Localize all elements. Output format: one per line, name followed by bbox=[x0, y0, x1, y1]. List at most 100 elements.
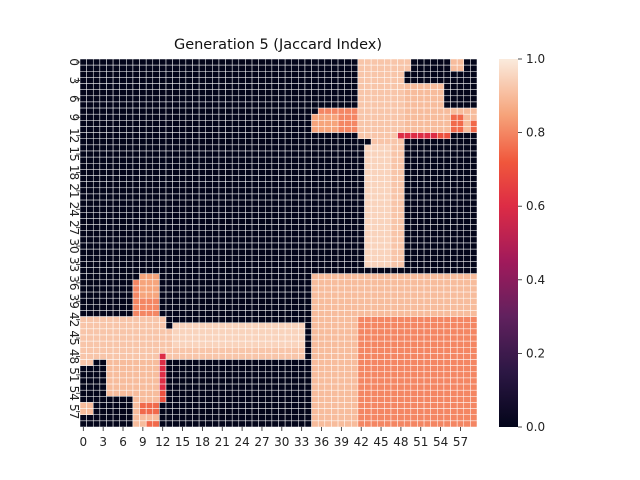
heatmap-cell bbox=[185, 224, 193, 231]
heatmap-cell bbox=[92, 156, 101, 164]
heatmap-cell bbox=[258, 359, 266, 366]
heatmap-cell bbox=[344, 261, 352, 268]
heatmap-cell bbox=[324, 408, 332, 415]
heatmap-cell bbox=[165, 353, 173, 360]
heatmap-cell bbox=[417, 389, 425, 397]
heatmap-cell bbox=[251, 193, 259, 201]
heatmap-cell bbox=[317, 414, 326, 422]
heatmap-cell bbox=[364, 77, 372, 84]
heatmap-cell bbox=[364, 297, 372, 305]
heatmap-cell bbox=[377, 218, 385, 225]
heatmap-cell bbox=[119, 377, 127, 385]
heatmap-cell bbox=[364, 236, 372, 244]
heatmap-cell bbox=[106, 383, 114, 391]
heatmap-cell bbox=[159, 236, 167, 244]
heatmap-cell bbox=[377, 205, 385, 213]
heatmap-cell bbox=[258, 95, 266, 103]
heatmap-cell bbox=[384, 156, 392, 164]
heatmap-cell bbox=[192, 255, 200, 262]
heatmap-cell bbox=[86, 371, 94, 379]
heatmap-cell bbox=[390, 322, 398, 330]
heatmap-cell bbox=[185, 328, 193, 336]
heatmap-cell bbox=[145, 126, 154, 133]
heatmap-cell bbox=[126, 242, 134, 250]
heatmap-cell bbox=[106, 408, 114, 415]
heatmap-cell bbox=[357, 359, 365, 366]
heatmap-cell bbox=[112, 230, 120, 238]
heatmap-cell bbox=[198, 150, 206, 158]
heatmap-cell bbox=[225, 267, 233, 274]
heatmap-cell bbox=[179, 64, 187, 72]
heatmap-cell bbox=[317, 291, 326, 299]
heatmap-cell bbox=[331, 297, 339, 305]
heatmap-cell bbox=[152, 126, 160, 133]
heatmap-cell bbox=[430, 64, 438, 72]
heatmap-cell bbox=[139, 144, 147, 152]
heatmap-cell bbox=[165, 132, 173, 139]
heatmap-cell bbox=[139, 193, 147, 201]
heatmap-cell bbox=[311, 107, 319, 115]
heatmap-cell bbox=[231, 261, 240, 268]
heatmap-cell bbox=[423, 328, 431, 336]
heatmap-cell bbox=[284, 120, 292, 127]
heatmap-cell bbox=[185, 389, 193, 397]
heatmap-cell bbox=[357, 150, 365, 158]
heatmap-cell bbox=[192, 273, 200, 281]
heatmap-cell bbox=[179, 347, 187, 354]
heatmap-cell bbox=[126, 120, 134, 127]
heatmap-cell bbox=[271, 95, 279, 103]
heatmap-cell bbox=[139, 218, 147, 225]
heatmap-cell bbox=[152, 279, 160, 287]
heatmap-cell bbox=[344, 273, 352, 281]
heatmap-cell bbox=[351, 132, 359, 139]
heatmap-cell bbox=[258, 163, 266, 170]
heatmap-cell bbox=[284, 389, 292, 397]
heatmap-cell bbox=[139, 77, 147, 84]
heatmap-cell bbox=[364, 279, 372, 287]
heatmap-cell bbox=[271, 396, 279, 403]
heatmap-cell bbox=[218, 169, 226, 176]
heatmap-cell bbox=[443, 389, 451, 397]
heatmap-cell bbox=[258, 89, 266, 97]
heatmap-cell bbox=[165, 212, 173, 219]
heatmap-cell bbox=[218, 230, 226, 238]
heatmap-cell bbox=[384, 359, 392, 366]
heatmap-cell bbox=[258, 193, 266, 201]
heatmap-cell bbox=[331, 120, 339, 127]
heatmap-cell bbox=[351, 77, 359, 84]
heatmap-cell bbox=[443, 83, 451, 90]
heatmap-cell bbox=[238, 242, 246, 250]
heatmap-cell bbox=[152, 297, 160, 305]
heatmap-cell bbox=[403, 224, 412, 231]
heatmap-cell bbox=[443, 347, 451, 354]
heatmap-cell bbox=[317, 261, 326, 268]
heatmap-cell bbox=[470, 414, 478, 422]
x-tick-label: 24 bbox=[234, 435, 249, 449]
heatmap-cell bbox=[265, 279, 273, 287]
heatmap-cell bbox=[284, 408, 292, 415]
heatmap-cell bbox=[284, 316, 292, 323]
heatmap-cell bbox=[390, 389, 398, 397]
heatmap-cell bbox=[291, 126, 299, 133]
heatmap-cell bbox=[370, 58, 378, 66]
heatmap-cell bbox=[79, 83, 87, 90]
heatmap-cell bbox=[245, 396, 253, 403]
heatmap-cell bbox=[470, 396, 478, 403]
heatmap-cell bbox=[304, 150, 312, 158]
heatmap-cell bbox=[119, 77, 127, 84]
heatmap-cell bbox=[437, 273, 445, 281]
heatmap-cell bbox=[304, 291, 312, 299]
heatmap-cell bbox=[179, 285, 187, 293]
heatmap-cell bbox=[456, 212, 465, 219]
heatmap-cell bbox=[331, 199, 339, 207]
heatmap-cell bbox=[284, 322, 292, 330]
heatmap-cell bbox=[284, 377, 292, 385]
heatmap-cell bbox=[119, 163, 127, 170]
heatmap-cell bbox=[397, 126, 405, 133]
heatmap-cell bbox=[304, 218, 312, 225]
heatmap-cell bbox=[291, 58, 299, 66]
heatmap-cell bbox=[370, 267, 378, 274]
heatmap-cell bbox=[450, 316, 458, 323]
heatmap-cell bbox=[126, 347, 134, 354]
heatmap-cell bbox=[456, 396, 465, 403]
